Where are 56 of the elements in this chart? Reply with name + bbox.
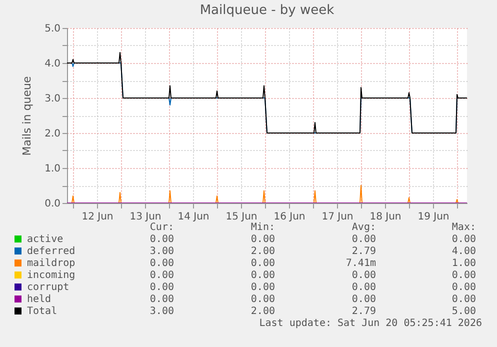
text: 0.00: [250, 270, 275, 281]
y-tick-label: 0.0: [44, 198, 60, 210]
text: 0.00: [250, 258, 275, 269]
text: 0.00: [452, 294, 476, 305]
legend-label: active: [27, 234, 64, 245]
x-tick-label: 16 Jun: [274, 212, 306, 222]
x-tick-label: 19 Jun: [418, 212, 450, 222]
chart-title: Mailqueue - by week: [200, 3, 335, 18]
text: 0.00: [352, 270, 376, 281]
text: 0.00: [150, 270, 174, 281]
text: 2.00: [250, 246, 275, 257]
text: 0.00: [452, 282, 476, 293]
x-tick-label: 18 Jun: [370, 212, 402, 222]
x-tick-label: 15 Jun: [226, 212, 258, 222]
text: 0.00: [352, 282, 376, 293]
legend-label: corrupt: [27, 282, 70, 293]
text: 5.00: [452, 306, 476, 317]
text: 0.00: [150, 294, 174, 305]
y-axis-title: Mails in queue: [20, 76, 34, 156]
text: Last update: Sat Jun 20 05:25:41 2026: [259, 318, 482, 329]
text: 0.00: [150, 234, 174, 245]
x-tick-label: 14 Jun: [178, 212, 210, 222]
y-tick-label: 3.0: [44, 94, 60, 104]
legend-label: incoming: [27, 270, 76, 281]
text: Avg:: [352, 222, 376, 233]
y-tick-label: 1.0: [44, 164, 60, 174]
text: 0.00: [250, 294, 275, 305]
text: 1.00: [452, 258, 476, 269]
x-tick-label: 13 Jun: [130, 212, 162, 222]
text: 0.00: [250, 234, 275, 245]
legend-label: Total: [27, 306, 58, 317]
text: Min:: [250, 222, 275, 233]
y-tick-label: 2.0: [44, 128, 60, 140]
legend-label: maildrop: [27, 258, 76, 269]
x-tick-label: 12 Jun: [82, 212, 114, 222]
text: 2.79: [352, 306, 376, 317]
text: 3.00: [150, 246, 174, 257]
text: 2.79: [352, 246, 376, 257]
text: Cur:: [150, 222, 174, 233]
text: 0.00: [150, 258, 174, 269]
text: 0.00: [352, 234, 376, 245]
text: 0.00: [250, 282, 275, 293]
text: 3.00: [150, 306, 174, 317]
legend-label: deferred: [27, 246, 76, 257]
x-tick-label: 17 Jun: [322, 212, 354, 222]
text: 0.00: [352, 294, 376, 305]
text: 0.00: [452, 270, 476, 281]
text: 2.00: [250, 306, 275, 317]
text: 4.00: [452, 246, 476, 257]
text: 0.00: [452, 234, 476, 245]
text: 7.41m: [346, 258, 376, 269]
text: 0.00: [150, 282, 174, 293]
y-tick-label: 4.0: [44, 58, 60, 70]
y-tick-label: 5.0: [44, 24, 60, 34]
text: Max:: [452, 222, 476, 233]
legend-label: held: [27, 294, 52, 305]
